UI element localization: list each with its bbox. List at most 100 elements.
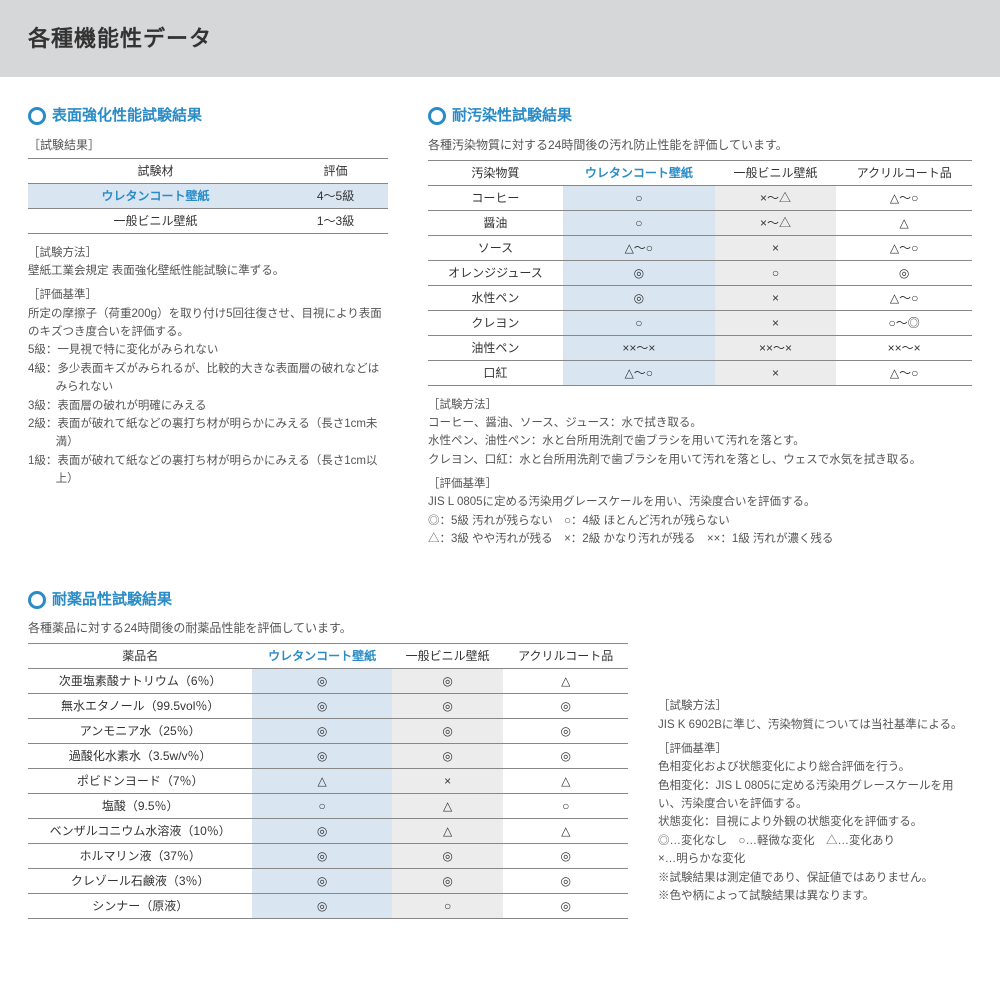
criteria-line: 色相変化：JIS L 0805に定める汚染用グレースケールを用い、汚染度合いを評… [658, 777, 972, 814]
cell-value: 1～3級 [283, 208, 388, 233]
table-cell: ◎ [563, 285, 715, 310]
table-row: クレゾール石鹸液（3％）◎◎◎ [28, 869, 628, 894]
table-cell: ××～× [563, 335, 715, 360]
criteria-line: ◎…変化なし ○…軽微な変化 △…変化あり [658, 832, 972, 850]
table-row: クレヨン○×○～◎ [428, 310, 972, 335]
method-label: ［試験方法］ [28, 244, 388, 262]
table-cell: 過酸化水素水（3.5w/v％） [28, 744, 252, 769]
cell-value: 4～5級 [283, 183, 388, 208]
table-cell: ソース [428, 235, 563, 260]
criteria-line: ※試験結果は測定値であり、保証値ではありません。 [658, 869, 972, 887]
chemical-table: 薬品名ウレタンコート壁紙一般ビニル壁紙アクリルコート品 次亜塩素酸ナトリウム（6… [28, 643, 628, 919]
table-cell: △ [392, 819, 504, 844]
table-row: コーヒー○×～△△～○ [428, 185, 972, 210]
table-cell: ○ [503, 794, 628, 819]
table-row: 一般ビニル壁紙1～3級 [28, 208, 388, 233]
table-cell: ◎ [252, 694, 391, 719]
table-col: 評価 [283, 158, 388, 183]
table-cell: クレヨン [428, 310, 563, 335]
table-cell: ◎ [392, 744, 504, 769]
table-cell: × [392, 769, 504, 794]
section-title-text: 耐汚染性試験結果 [452, 105, 572, 128]
grade-line: 3級：表面層の破れが明確にみえる [28, 397, 388, 415]
table-cell: ◎ [503, 894, 628, 919]
table-row: ホルマリン液（37％）◎◎◎ [28, 844, 628, 869]
table-cell: △～○ [836, 185, 972, 210]
table-cell: △～○ [836, 235, 972, 260]
section-surface-strength: 表面強化性能試験結果 ［試験結果］ 試験材評価 ウレタンコート壁紙4～5級一般ビ… [28, 105, 388, 549]
table-row: オレンジジュース◎○◎ [428, 260, 972, 285]
table-cell: 次亜塩素酸ナトリウム（6％） [28, 669, 252, 694]
table-cell: 無水エタノール（99.5vol％） [28, 694, 252, 719]
grade-line: 2級：表面が破れて紙などの裏打ち材が明らかにみえる（長さ1cm未満） [28, 415, 388, 452]
section-title-text: 耐薬品性試験結果 [52, 589, 172, 612]
table-cell: ホルマリン液（37％） [28, 844, 252, 869]
method-line: クレヨン、口紅：水と台所用洗剤で歯ブラシを用いて汚れを落とし、ウェスで水気を拭き… [428, 451, 972, 469]
method-text: JIS K 6902Bに準じ、汚染物質については当社基準による。 [658, 716, 972, 734]
section-chemical-resistance: 耐薬品性試験結果 各種薬品に対する24時間後の耐薬品性能を評価しています。 薬品… [28, 589, 972, 930]
method-line: 水性ペン、油性ペン：水と台所用洗剤で歯ブラシを用いて汚れを落とす。 [428, 432, 972, 450]
table-cell: ○～◎ [836, 310, 972, 335]
table-cell: × [715, 360, 837, 385]
table-cell: ◎ [836, 260, 972, 285]
table-cell: 醤油 [428, 210, 563, 235]
table-cell: △～○ [836, 285, 972, 310]
legend-line: △：3級 やや汚れが残る ×：2級 かなり汚れが残る ××：1級 汚れが濃く残る [428, 530, 972, 548]
table-cell: ◎ [252, 719, 391, 744]
table-row: 塩酸（9.5％）○△○ [28, 794, 628, 819]
table-cell: × [715, 235, 837, 260]
table-cell: ○ [563, 210, 715, 235]
table-cell: 塩酸（9.5％） [28, 794, 252, 819]
table-cell: △～○ [563, 235, 715, 260]
table-cell: △ [503, 819, 628, 844]
section-title-text: 表面強化性能試験結果 [52, 105, 202, 128]
table-cell: ◎ [503, 744, 628, 769]
criteria-line: ※色や柄によって試験結果は異なります。 [658, 887, 972, 905]
table-row: ベンザルコニウム水溶液（10％）◎△△ [28, 819, 628, 844]
table-cell: ◎ [392, 844, 504, 869]
table-cell: ◎ [252, 844, 391, 869]
method-line: コーヒー、醤油、ソース、ジュース：水で拭き取る。 [428, 414, 972, 432]
criteria-label: ［評価基準］ [658, 740, 972, 758]
criteria-intro: 所定の摩擦子（荷重200g）を取り付け5回往復させ、目視により表面のキズつき度合… [28, 305, 388, 342]
table-cell: △ [503, 669, 628, 694]
table-cell: ×～△ [715, 185, 837, 210]
section-intro: 各種薬品に対する24時間後の耐薬品性能を評価しています。 [28, 619, 972, 637]
page-header: 各種機能性データ [0, 0, 1000, 77]
table-row: 水性ペン◎×△～○ [428, 285, 972, 310]
table-cell: △ [392, 794, 504, 819]
table-cell: ○ [563, 310, 715, 335]
criteria-label: ［評価基準］ [428, 475, 972, 493]
section-title: 耐汚染性試験結果 [428, 105, 972, 128]
table-cell: ◎ [503, 694, 628, 719]
table-cell: ○ [392, 894, 504, 919]
table-row: 次亜塩素酸ナトリウム（6％）◎◎△ [28, 669, 628, 694]
table-row: 醤油○×～△△ [428, 210, 972, 235]
table-cell: アンモニア水（25％） [28, 719, 252, 744]
table-cell: × [715, 285, 837, 310]
table-col: 一般ビニル壁紙 [715, 160, 837, 185]
table-cell: ◎ [392, 694, 504, 719]
table-cell: △～○ [836, 360, 972, 385]
table-cell: ◎ [392, 869, 504, 894]
method-label: ［試験方法］ [428, 396, 972, 414]
cell-name: ウレタンコート壁紙 [28, 183, 283, 208]
table-cell: ××～× [836, 335, 972, 360]
section-title: 表面強化性能試験結果 [28, 105, 388, 128]
table-cell: ◎ [503, 869, 628, 894]
table-col: 汚染物質 [428, 160, 563, 185]
criteria-line: 色相変化および状態変化により総合評価を行う。 [658, 758, 972, 776]
method-label: ［試験方法］ [658, 697, 972, 715]
table-cell: △ [503, 769, 628, 794]
table-cell: ◎ [503, 719, 628, 744]
table-col: 試験材 [28, 158, 283, 183]
table-col: 薬品名 [28, 644, 252, 669]
table-cell: クレゾール石鹸液（3％） [28, 869, 252, 894]
table-cell: ××～× [715, 335, 837, 360]
table-col: アクリルコート品 [836, 160, 972, 185]
table-cell: ◎ [252, 869, 391, 894]
table-cell: コーヒー [428, 185, 563, 210]
table-cell: ◎ [392, 669, 504, 694]
table-cell: ◎ [252, 819, 391, 844]
grade-line: 5級：一見視で特に変化がみられない [28, 341, 388, 359]
